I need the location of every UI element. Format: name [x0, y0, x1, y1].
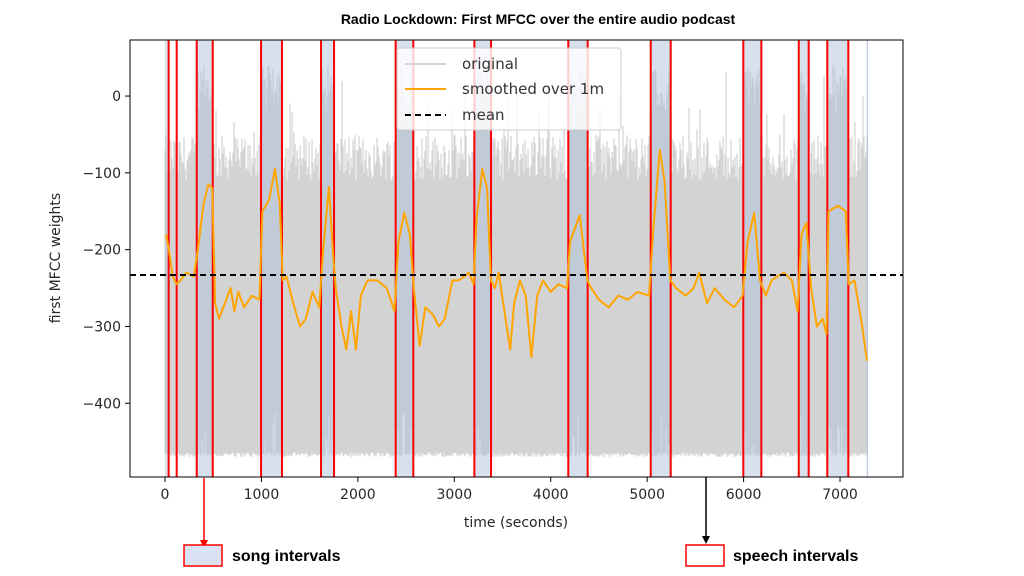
speech-arrow-head [702, 536, 710, 544]
x-axis: 0 1000 2000 3000 4000 5000 6000 7000 [161, 477, 858, 503]
x-axis-label: time (seconds) [464, 515, 568, 531]
y-tick-label: −400 [83, 396, 121, 412]
speech-interval-label: speech intervals [733, 548, 859, 565]
y-tick-label: 0 [112, 89, 121, 105]
plot-frame [129, 39, 904, 478]
legend-entry-smoothed: smoothed over 1m [462, 80, 604, 98]
song-interval-edge [165, 40, 169, 477]
x-tick-label: 5000 [629, 487, 665, 503]
x-tick-label: 1000 [244, 487, 280, 503]
song-interval [196, 40, 213, 477]
y-tick-label: −300 [83, 319, 121, 335]
x-tick-label: 3000 [436, 487, 472, 503]
y-axis: 0 −100 −200 −300 −400 [83, 89, 130, 412]
song-arrow-head [200, 540, 208, 548]
legend: original smoothed over 1m mean [396, 47, 622, 131]
song-interval [650, 40, 671, 477]
x-tick-label: 2000 [340, 487, 376, 503]
x-tick-label: 7000 [822, 487, 858, 503]
x-tick-label: 4000 [533, 487, 569, 503]
plot-area [130, 40, 903, 477]
song-interval [395, 40, 414, 477]
speech-interval-swatch [685, 544, 725, 567]
y-tick-label: −200 [83, 243, 121, 259]
legend-box [396, 47, 622, 131]
song-interval [568, 40, 588, 477]
song-interval [743, 40, 762, 477]
song-annotation: song intervals [183, 478, 341, 567]
chart-title: Radio Lockdown: First MFCC over the enti… [341, 11, 736, 27]
song-interval-label: song intervals [232, 548, 341, 565]
speech-annotation: speech intervals [685, 477, 859, 567]
song-interval [321, 40, 335, 477]
song-interval [474, 40, 492, 477]
smoothed-series [165, 148, 868, 362]
x-tick-label: 0 [161, 487, 170, 503]
song-interval [827, 40, 849, 477]
song-interval [798, 40, 809, 477]
song-interval [261, 40, 282, 477]
song-interval-swatch [183, 544, 223, 567]
legend-entry-original: original [462, 55, 518, 73]
legend-entry-mean: mean [462, 106, 505, 124]
x-tick-label: 6000 [726, 487, 762, 503]
y-axis-label: first MFCC weights [48, 193, 64, 323]
y-tick-label: −100 [83, 166, 121, 182]
